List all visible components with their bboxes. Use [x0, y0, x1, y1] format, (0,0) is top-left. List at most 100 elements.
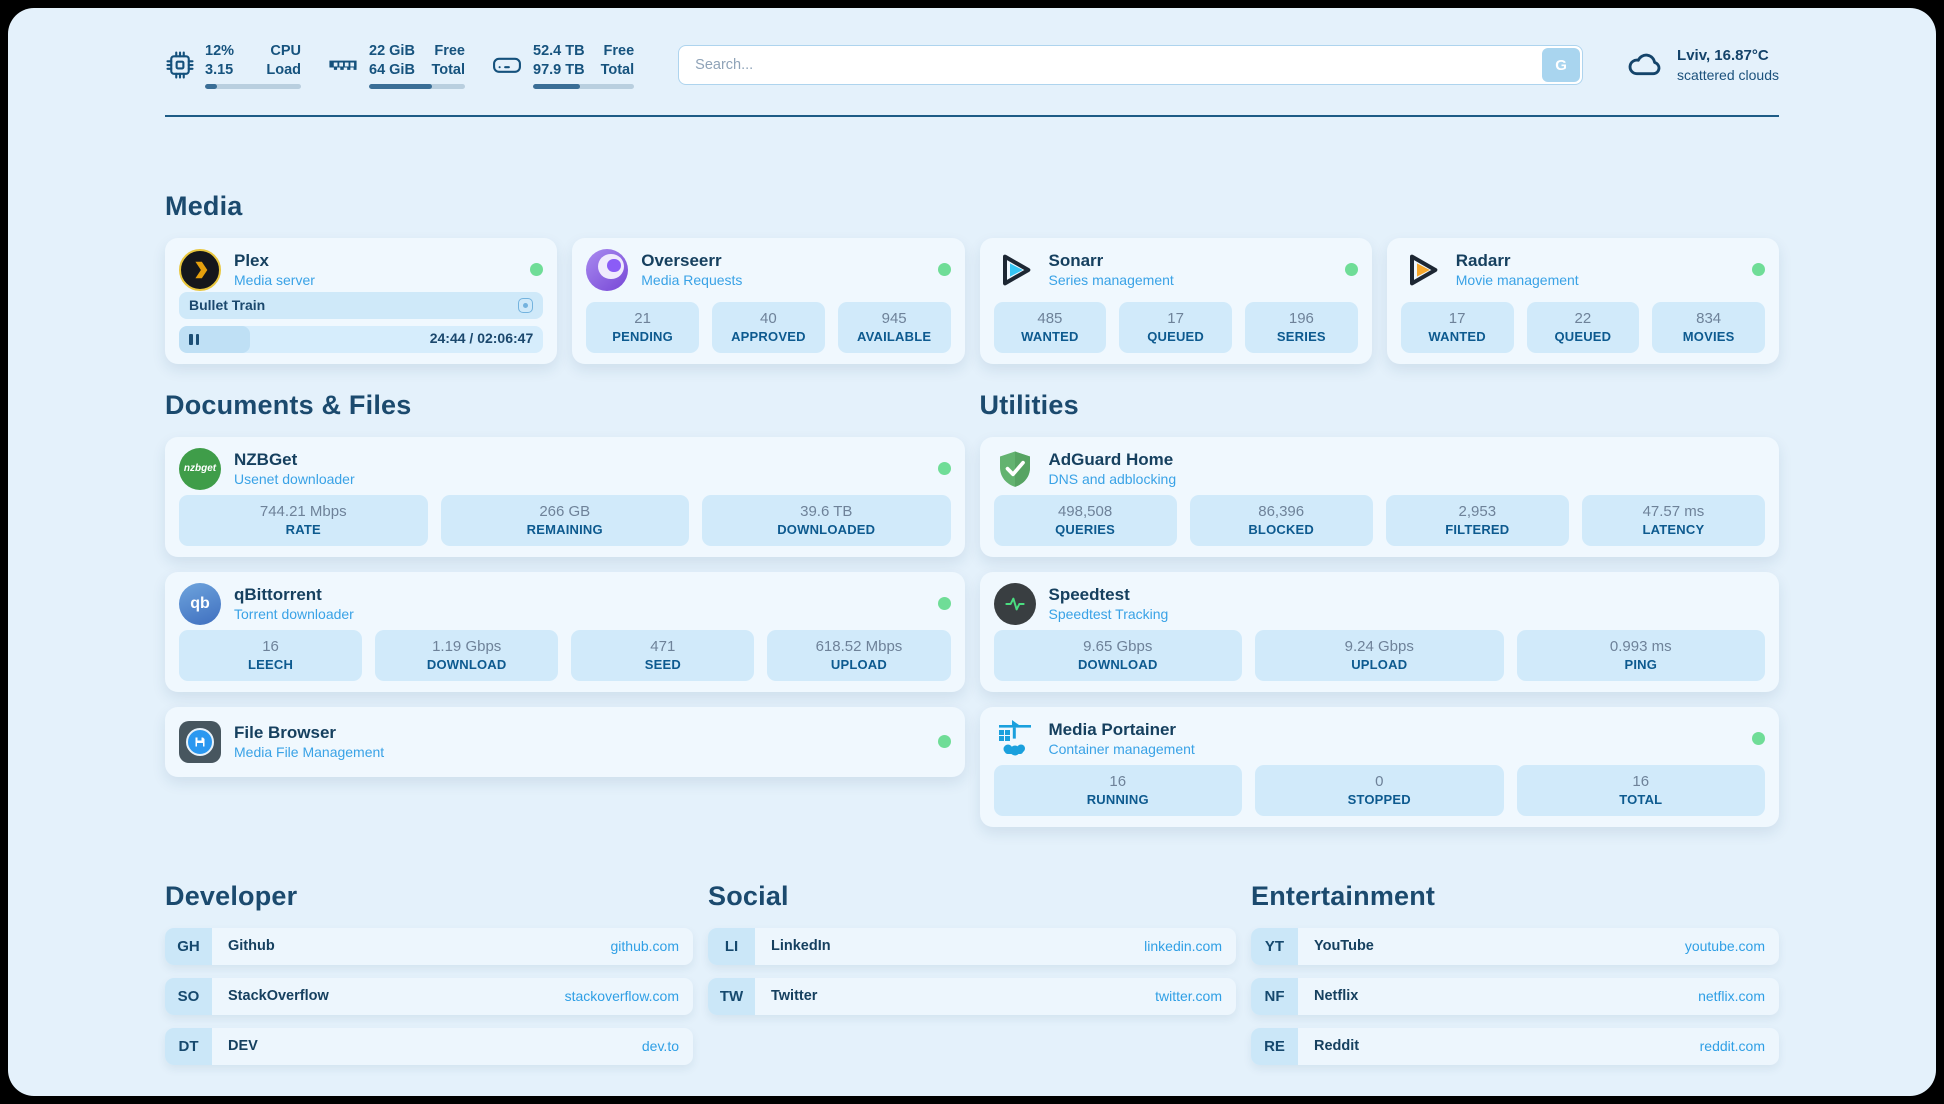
- stat-box: 16 RUNNING: [993, 764, 1242, 816]
- status-online-dot: [937, 735, 951, 749]
- section-developer: Developer GH Github github.com SO StackO…: [165, 881, 693, 1078]
- link-twitter[interactable]: TW Twitter twitter.com: [708, 977, 1236, 1015]
- link-url[interactable]: twitter.com: [1155, 988, 1222, 1005]
- stat-box: 16 LEECH: [179, 629, 363, 681]
- stat-box: 39.6 TB DOWNLOADED: [702, 494, 951, 546]
- link-github[interactable]: GH Github github.com: [165, 927, 693, 965]
- link-badge: TW: [708, 977, 755, 1015]
- bookmark-sections: Developer GH Github github.com SO StackO…: [8, 881, 1936, 1078]
- app-card-plex[interactable]: Plex Media server Bullet Train: [165, 237, 558, 364]
- app-card-portainer[interactable]: Media Portainer Container management 16 …: [979, 706, 1779, 827]
- status-online-dot: [937, 597, 951, 611]
- link-url[interactable]: youtube.com: [1684, 938, 1765, 955]
- portainer-crane-icon: [994, 718, 1036, 760]
- app-card-overseerr[interactable]: Overseerr Media Requests 21 PENDING 40 A…: [572, 237, 965, 364]
- session-view-icon[interactable]: [518, 297, 534, 313]
- storage-progress-bar: [533, 83, 635, 89]
- app-title: Plex: [234, 251, 269, 271]
- adguard-shield-icon: [994, 448, 1036, 490]
- stat-box: 266 GB REMAINING: [440, 494, 689, 546]
- playback-time: 24:44 / 02:06:47: [429, 329, 534, 346]
- pause-icon[interactable]: [189, 333, 199, 345]
- link-url[interactable]: reddit.com: [1699, 1038, 1765, 1055]
- link-reddit[interactable]: RE Reddit reddit.com: [1251, 1027, 1779, 1065]
- dashboard-page: 12% CPU 3.15 Load: [8, 8, 1936, 1096]
- stat-label: DOWNLOAD: [1077, 656, 1158, 672]
- link-name: DEV: [228, 1038, 258, 1055]
- stat-value: 21: [634, 309, 651, 327]
- status-online-dot: [1752, 732, 1765, 746]
- link-badge: RE: [1251, 1027, 1298, 1065]
- stat-label: RATE: [285, 521, 321, 537]
- stat-label: SERIES: [1276, 328, 1326, 344]
- link-url[interactable]: github.com: [610, 938, 679, 955]
- app-subtitle: Container management: [1048, 741, 1195, 758]
- cpu-load-value: 3.15: [205, 61, 234, 78]
- app-subtitle: Media server: [234, 272, 315, 289]
- search-engine-button[interactable]: G: [1542, 48, 1581, 83]
- link-badge: NF: [1251, 977, 1298, 1015]
- stat-value: 2,953: [1458, 502, 1497, 520]
- stat-value: 485: [1037, 309, 1063, 327]
- stat-label: AVAILABLE: [856, 328, 932, 344]
- link-netflix[interactable]: NF Netflix netflix.com: [1251, 977, 1779, 1015]
- stat-box: 196 SERIES: [1245, 301, 1358, 353]
- link-url[interactable]: stackoverflow.com: [564, 988, 679, 1005]
- section-utilities: Utilities AdGuard Home: [979, 390, 1779, 827]
- link-badge: GH: [165, 927, 212, 965]
- stat-box: 17 WANTED: [1400, 301, 1514, 353]
- cpu-usage-label: CPU: [270, 43, 301, 59]
- app-subtitle: Movie management: [1455, 272, 1579, 289]
- cpu-load-label: Load: [266, 61, 301, 78]
- stat-value: 196: [1288, 309, 1314, 327]
- app-card-adguard[interactable]: AdGuard Home DNS and adblocking 498,508 …: [979, 436, 1779, 557]
- stat-box: 9.65 Gbps DOWNLOAD: [993, 629, 1242, 681]
- memory-total-value: 64 GiB: [369, 61, 415, 78]
- link-youtube[interactable]: YT YouTube youtube.com: [1251, 927, 1779, 965]
- stat-value: 17: [1448, 309, 1466, 327]
- link-badge: DT: [165, 1027, 212, 1065]
- link-dev-to[interactable]: DT DEV dev.to: [165, 1027, 693, 1065]
- ram-icon: [327, 50, 359, 80]
- now-playing-row[interactable]: Bullet Train: [179, 291, 544, 319]
- link-name: LinkedIn: [771, 938, 831, 955]
- stat-value: 40: [760, 309, 777, 327]
- app-title: Sonarr: [1048, 251, 1104, 271]
- section-title-documents: Documents & Files: [165, 389, 412, 420]
- link-url[interactable]: dev.to: [641, 1038, 679, 1055]
- stat-box: 0 STOPPED: [1255, 764, 1504, 816]
- app-card-speedtest[interactable]: Speedtest Speedtest Tracking 9.65 Gbps D…: [979, 571, 1779, 692]
- stat-box: 47.57 ms LATENCY: [1581, 494, 1765, 546]
- app-card-qbittorrent[interactable]: qb qBittorrent Torrent downloader 16 LEE…: [165, 571, 965, 692]
- link-url[interactable]: linkedin.com: [1144, 938, 1222, 955]
- search-input[interactable]: [678, 45, 1584, 86]
- app-title: Media Portainer: [1048, 720, 1177, 740]
- memory-progress-fill: [369, 83, 433, 89]
- link-url[interactable]: netflix.com: [1698, 988, 1765, 1005]
- stat-box: 22 QUEUED: [1526, 301, 1640, 353]
- link-name: Netflix: [1314, 988, 1359, 1005]
- storage-total-label: Total: [600, 61, 635, 78]
- app-card-filebrowser[interactable]: File Browser Media File Management: [165, 706, 965, 777]
- app-card-sonarr[interactable]: Sonarr Series management 485 WANTED 17 Q…: [979, 237, 1372, 364]
- app-subtitle: Media Requests: [641, 272, 743, 289]
- radarr-icon: [1401, 249, 1443, 291]
- stat-value: 471: [650, 637, 676, 655]
- stat-value: 16: [262, 637, 279, 655]
- storage-total-value: 97.9 TB: [533, 61, 585, 78]
- section-social: Social LI LinkedIn linkedin.com TW Twitt…: [708, 881, 1236, 1078]
- link-linkedin[interactable]: LI LinkedIn linkedin.com: [708, 927, 1236, 965]
- app-card-radarr[interactable]: Radarr Movie management 17 WANTED 22 QUE…: [1386, 237, 1779, 364]
- stat-value: 834: [1696, 309, 1722, 327]
- app-title: Radarr: [1455, 251, 1511, 271]
- status-online-dot: [1344, 263, 1358, 277]
- app-card-nzbget[interactable]: nzbget NZBGet Usenet downloader 744.21 M…: [165, 436, 965, 557]
- link-stackoverflow[interactable]: SO StackOverflow stackoverflow.com: [165, 977, 693, 1015]
- stat-box: 9.24 Gbps UPLOAD: [1255, 629, 1504, 681]
- stat-box: 16 TOTAL: [1516, 764, 1765, 816]
- stat-box: 471 SEED: [571, 629, 755, 681]
- search-bar: G: [678, 45, 1584, 86]
- status-online-dot: [937, 462, 951, 476]
- stat-label: DOWNLOADED: [777, 521, 876, 537]
